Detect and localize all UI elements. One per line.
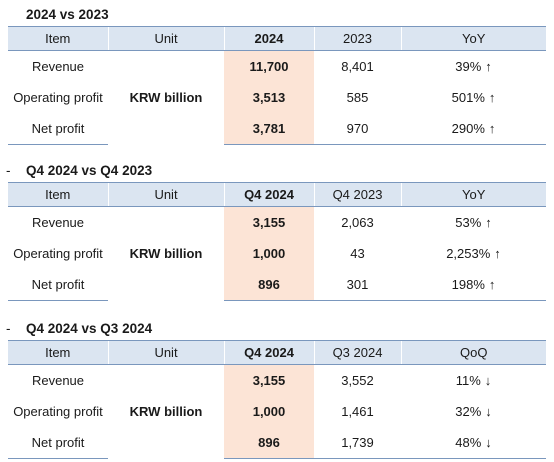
arrow-up-icon: ↑ xyxy=(488,90,496,105)
previous-value: 43 xyxy=(350,246,365,261)
header-unit: Unit xyxy=(107,26,224,51)
change-value: 53% xyxy=(455,215,482,230)
table-row: Net profit 896 1,739 48% ↓ xyxy=(8,427,546,459)
current-value: 3,155 xyxy=(224,364,314,396)
section-title-text: Q4 2024 vs Q3 2024 xyxy=(26,321,153,336)
header-change: YoY xyxy=(400,26,546,51)
row-item: Operating profit xyxy=(13,404,103,419)
header-current: 2024 xyxy=(223,26,314,51)
previous-value: 1,461 xyxy=(341,404,374,419)
header-unit: Unit xyxy=(107,182,224,207)
section-title-text: Q4 2024 vs Q4 2023 xyxy=(26,163,153,178)
current-value: 3,155 xyxy=(224,206,314,238)
arrow-down-icon: ↓ xyxy=(485,435,492,450)
arrow-down-icon: ↓ xyxy=(485,404,492,419)
row-item: Operating profit xyxy=(13,90,103,105)
change-value: 11% xyxy=(455,373,481,388)
change-cell: 39% ↑ xyxy=(401,51,546,83)
table-header-row: Item Unit Q4 2024 Q4 2023 YoY xyxy=(8,182,546,207)
table-header-row: Item Unit Q4 2024 Q3 2024 QoQ xyxy=(8,340,546,365)
header-unit: Unit xyxy=(107,340,224,365)
previous-value: 301 xyxy=(314,269,401,301)
financial-table: Item Unit 2024 2023 YoY Revenue KRW bill… xyxy=(8,26,546,145)
arrow-up-icon: ↑ xyxy=(488,121,496,136)
section-title: - Q4 2024 vs Q3 2024 xyxy=(0,318,554,340)
row-item: Operating profit xyxy=(13,246,103,261)
table-row: Net profit 896 301 198% ↑ xyxy=(8,269,546,301)
row-item: Revenue xyxy=(31,59,85,74)
financial-table: Item Unit Q4 2024 Q4 2023 YoY Revenue KR… xyxy=(8,182,546,301)
table-row: Revenue KRW billion 3,155 2,063 53% ↑ xyxy=(8,206,546,261)
change-value: 32% xyxy=(455,404,482,419)
change-value: 48% xyxy=(455,435,482,450)
header-current: Q4 2024 xyxy=(223,182,314,207)
table-row: Operating profit 3,513 585 501% ↑ xyxy=(8,82,546,113)
change-cell: 290% ↑ xyxy=(401,113,546,145)
table-row: Operating profit 1,000 1,461 32% ↓ xyxy=(8,396,546,427)
header-current: Q4 2024 xyxy=(223,340,314,365)
change-value: 290% xyxy=(451,121,485,136)
table-row: Revenue KRW billion 11,700 8,401 39% ↑ xyxy=(8,50,546,105)
change-cell: 11% ↓ xyxy=(401,365,546,397)
current-value: 896 xyxy=(224,427,314,459)
row-item: Net profit xyxy=(8,269,108,301)
row-item: Net profit xyxy=(8,113,108,145)
section-q4-2024-vs-q3-2024: - Q4 2024 vs Q3 2024 Item Unit Q4 2024 Q3… xyxy=(0,318,554,459)
unit-cell: KRW billion xyxy=(129,404,203,420)
table-header-row: Item Unit 2024 2023 YoY xyxy=(8,26,546,51)
section-title-text: 2024 vs 2023 xyxy=(26,7,109,22)
row-item: Net profit xyxy=(8,427,108,459)
unit-cell: KRW billion xyxy=(129,246,203,262)
change-cell: 501% ↑ xyxy=(401,82,546,113)
header-item: Item xyxy=(8,340,108,365)
change-value: 39% xyxy=(455,59,482,74)
previous-value: 970 xyxy=(314,113,401,145)
change-value: 2,253% xyxy=(446,246,491,261)
change-cell: 2,253% ↑ xyxy=(401,238,546,269)
current-value: 3,513 xyxy=(224,82,314,113)
current-value: 11,700 xyxy=(224,50,314,82)
header-item: Item xyxy=(8,26,108,51)
previous-value: 8,401 xyxy=(341,59,374,74)
change-cell: 53% ↑ xyxy=(401,207,546,239)
section-2024-vs-2023: 2024 vs 2023 Item Unit 2024 2023 YoY Rev… xyxy=(0,4,554,145)
arrow-down-icon: ↓ xyxy=(484,373,492,388)
change-cell: 198% ↑ xyxy=(401,269,546,301)
table-row: Operating profit 1,000 43 2,253% ↑ xyxy=(8,238,546,269)
arrow-up-icon: ↑ xyxy=(488,277,496,292)
section-title: 2024 vs 2023 xyxy=(0,4,554,26)
previous-value: 3,552 xyxy=(341,373,374,388)
current-value: 1,000 xyxy=(224,238,314,269)
current-value: 1,000 xyxy=(224,396,314,427)
current-value: 896 xyxy=(224,269,314,301)
change-cell: 32% ↓ xyxy=(401,396,546,427)
change-cell: 48% ↓ xyxy=(401,427,546,459)
section-title: - Q4 2024 vs Q4 2023 xyxy=(0,160,554,182)
arrow-up-icon: ↑ xyxy=(485,215,492,230)
previous-value: 1,739 xyxy=(314,427,401,459)
header-item: Item xyxy=(8,182,108,207)
arrow-up-icon: ↑ xyxy=(485,59,492,74)
previous-value: 2,063 xyxy=(341,215,374,230)
current-value: 3,781 xyxy=(224,113,314,145)
previous-value: 585 xyxy=(346,90,369,105)
header-change: QoQ xyxy=(400,340,546,365)
row-item: Revenue xyxy=(31,215,85,230)
table-row: Revenue KRW billion 3,155 3,552 11% ↓ xyxy=(8,364,546,419)
header-change: YoY xyxy=(400,182,546,207)
row-item: Revenue xyxy=(31,373,85,388)
change-value: 198% xyxy=(451,277,485,292)
unit-cell: KRW billion xyxy=(129,90,203,106)
title-dash: - xyxy=(6,321,11,336)
section-q4-2024-vs-q4-2023: - Q4 2024 vs Q4 2023 Item Unit Q4 2024 Q4… xyxy=(0,160,554,301)
financial-table: Item Unit Q4 2024 Q3 2024 QoQ Revenue KR… xyxy=(8,340,546,459)
table-row: Net profit 3,781 970 290% ↑ xyxy=(8,113,546,145)
header-previous: Q3 2024 xyxy=(313,340,401,365)
header-previous: Q4 2023 xyxy=(313,182,401,207)
title-dash: - xyxy=(6,163,11,178)
header-previous: 2023 xyxy=(313,26,401,51)
arrow-up-icon: ↑ xyxy=(494,246,501,261)
change-value: 501% xyxy=(451,90,485,105)
